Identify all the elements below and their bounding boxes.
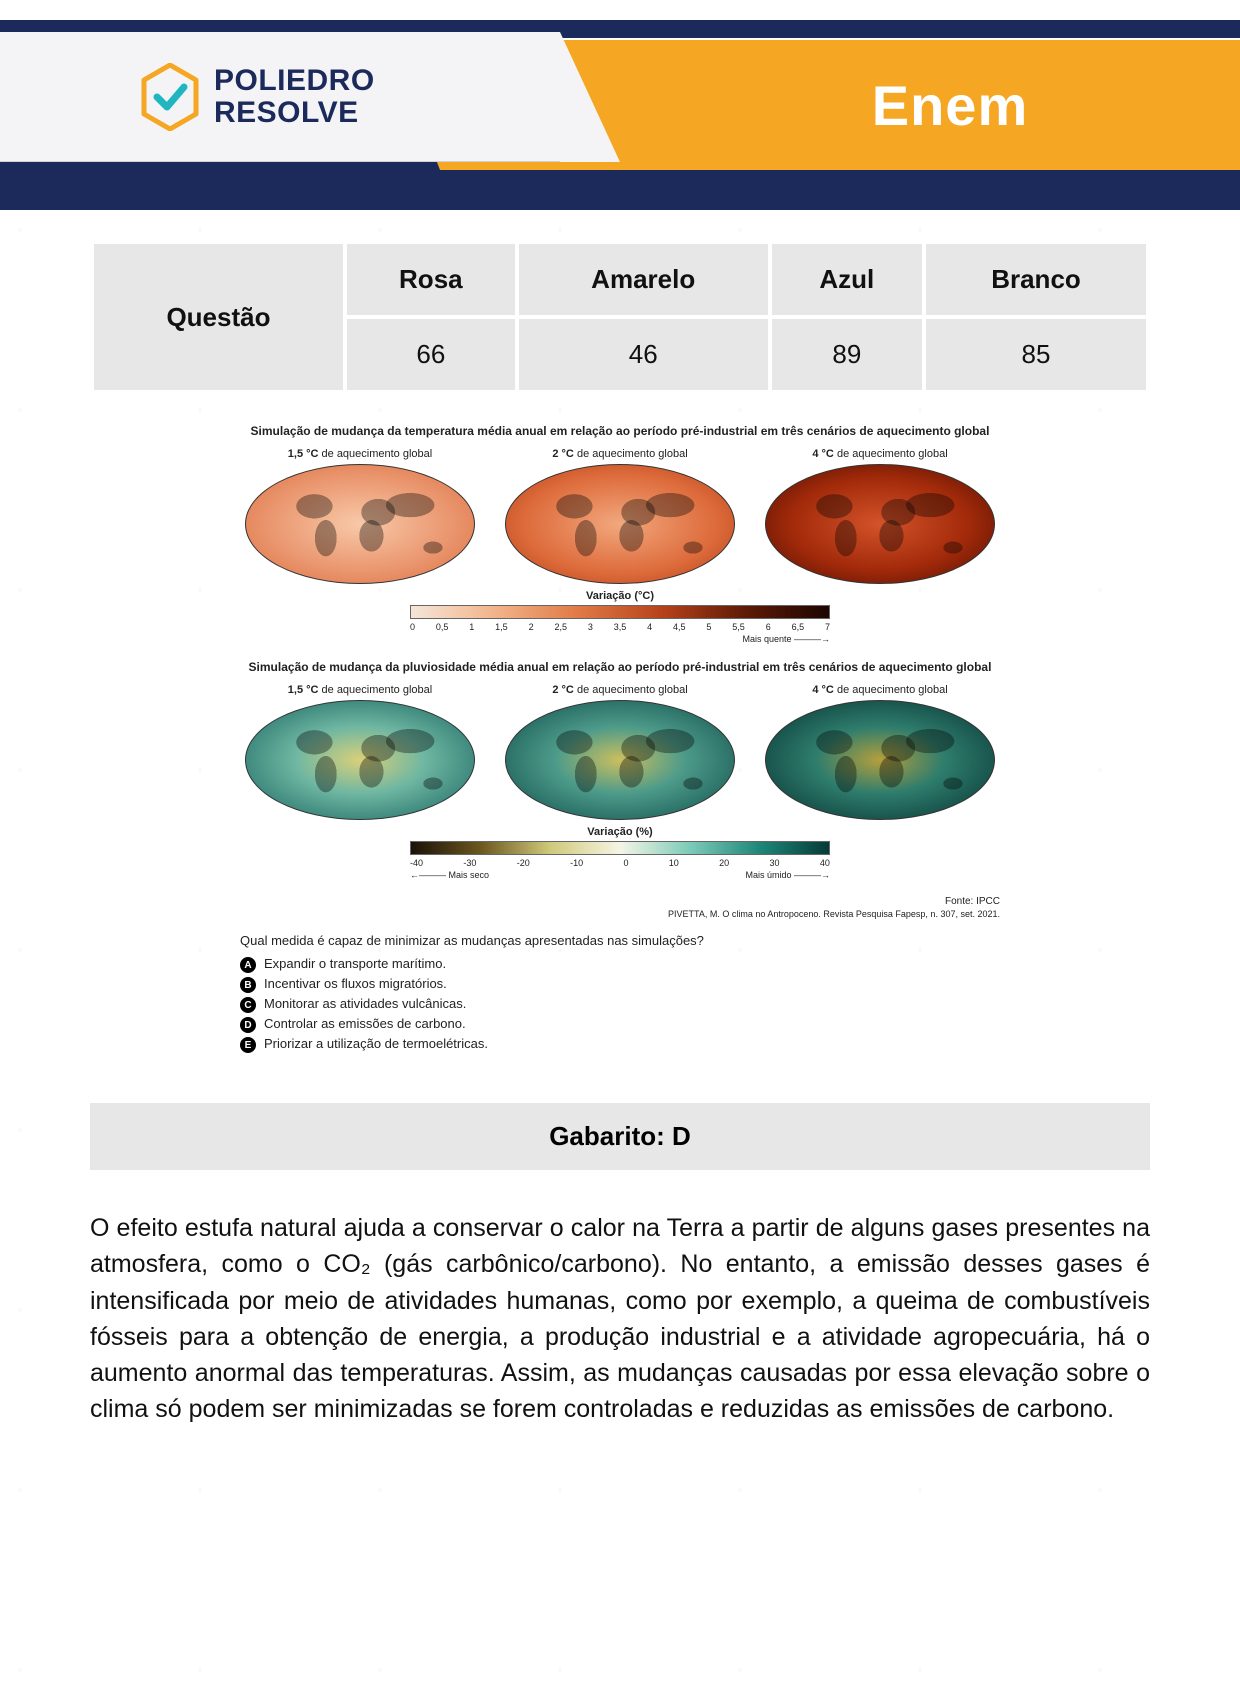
temp-map-4c (765, 464, 995, 584)
alt-letter: D (240, 1017, 256, 1033)
qtable-col: Azul (772, 244, 922, 315)
rain-legend: Variação (%) -40-30-20-10010203040 ←——— … (240, 826, 1000, 880)
brand-logo: POLIEDRO RESOLVE (140, 63, 375, 131)
alternative: C Monitorar as atividades vulcânicas. (240, 996, 1000, 1013)
answer-key: Gabarito: D (90, 1103, 1150, 1170)
temp-map-1p5c (245, 464, 475, 584)
alt-letter: B (240, 977, 256, 993)
temp-legend: Variação (°C) 00,511,522,533,544,555,566… (240, 590, 1000, 644)
explanation-text: O efeito estufa natural ajuda a conserva… (90, 1210, 1150, 1428)
alt-text: Controlar as emissões de carbono. (264, 1016, 466, 1031)
alternative: A Expandir o transporte marítimo. (240, 956, 1000, 973)
alternatives-list: A Expandir o transporte marítimo. B Incent… (240, 956, 1000, 1053)
header-banner: Enem POLIEDRO RESOLVE (0, 0, 1240, 210)
temp-map-2c (505, 464, 735, 584)
alternative: D Controlar as emissões de carbono. (240, 1016, 1000, 1033)
rain-map-2c (505, 700, 735, 820)
qtable-val: 46 (519, 319, 768, 390)
temp-gradient-bar (410, 605, 830, 619)
qtable-val: 66 (347, 319, 515, 390)
qtable-col: Branco (926, 244, 1146, 315)
rain-map-label: 1,5 °C de aquecimento global (240, 684, 480, 696)
hex-check-icon (140, 63, 200, 131)
temp-ticks: 00,511,522,533,544,555,566,57 (410, 622, 830, 632)
alternative: E Priorizar a utilização de termoelétrica… (240, 1036, 1000, 1053)
rain-gradient-bar (410, 841, 830, 855)
question-number-table: Questão Rosa Amarelo Azul Branco 66 46 8… (90, 240, 1150, 394)
temp-map-label: 4 °C de aquecimento global (760, 448, 1000, 460)
qtable-col: Rosa (347, 244, 515, 315)
brand-line2: RESOLVE (214, 97, 375, 129)
rain-figure-title: Simulação de mudança da pluviosidade méd… (240, 660, 1000, 674)
temp-arrow-labels: Mais quente ———→ (410, 634, 830, 644)
rain-map-label: 2 °C de aquecimento global (500, 684, 740, 696)
temp-map-row: 1,5 °C de aquecimento global 2 °C de aqu… (240, 448, 1000, 584)
rain-map-4c (765, 700, 995, 820)
page-content: Questão Rosa Amarelo Azul Branco 66 46 8… (0, 210, 1240, 1468)
exam-name: Enem (872, 73, 1029, 138)
rain-ticks: -40-30-20-10010203040 (410, 858, 830, 868)
qtable-val: 89 (772, 319, 922, 390)
alt-letter: A (240, 957, 256, 973)
qtable-rowlabel: Questão (94, 244, 343, 390)
alt-text: Expandir o transporte marítimo. (264, 956, 446, 971)
alternative: B Incentivar os fluxos migratórios. (240, 976, 1000, 993)
rain-legend-label: Variação (%) (240, 826, 1000, 838)
question-stem: Qual medida é capaz de minimizar as muda… (240, 933, 1000, 948)
temp-map-label: 1,5 °C de aquecimento global (240, 448, 480, 460)
temp-figure-title: Simulação de mudança da temperatura médi… (240, 424, 1000, 438)
alt-text: Incentivar os fluxos migratórios. (264, 976, 447, 991)
rain-map-row: 1,5 °C de aquecimento global 2 °C de aqu… (240, 684, 1000, 820)
rain-arrow-labels: ←——— Mais seco Mais úmido ———→ (410, 870, 830, 880)
rain-map-label: 4 °C de aquecimento global (760, 684, 1000, 696)
rain-map-1p5c (245, 700, 475, 820)
temp-map-label: 2 °C de aquecimento global (500, 448, 740, 460)
figure-source: Fonte: IPCC (240, 896, 1000, 907)
figure-citation: PIVETTA, M. O clima no Antropoceno. Revi… (240, 909, 1000, 919)
alt-text: Monitorar as atividades vulcânicas. (264, 996, 466, 1011)
question-figure: Simulação de mudança da temperatura médi… (240, 424, 1000, 1053)
alt-letter: C (240, 997, 256, 1013)
qtable-val: 85 (926, 319, 1146, 390)
alt-text: Priorizar a utilização de termoelétricas… (264, 1036, 488, 1051)
alt-letter: E (240, 1037, 256, 1053)
temp-legend-label: Variação (°C) (240, 590, 1000, 602)
brand-line1: POLIEDRO (214, 65, 375, 97)
banner-white-panel: POLIEDRO RESOLVE (0, 32, 560, 162)
qtable-col: Amarelo (519, 244, 768, 315)
